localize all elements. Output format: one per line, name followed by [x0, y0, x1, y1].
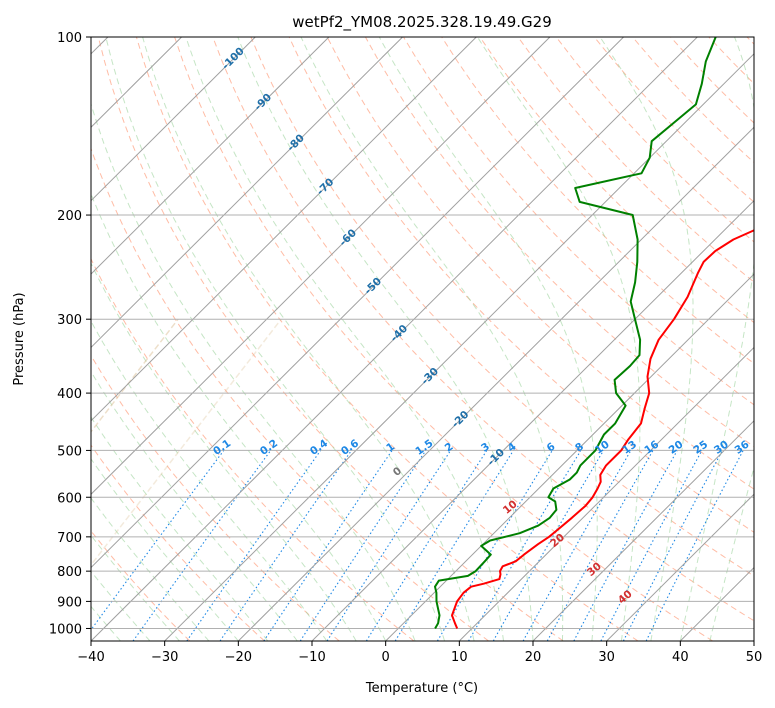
isotherm-line	[532, 420, 754, 641]
ice-curve	[91, 318, 179, 433]
dry-adiabat	[91, 354, 340, 641]
mixing-ratio-line	[186, 450, 322, 641]
isotherm-line	[311, 199, 754, 641]
y-tick-label: 200	[57, 209, 82, 224]
isotherm-line	[237, 126, 754, 641]
moist-adiabat	[91, 192, 387, 641]
moist-adiabat	[378, 37, 598, 641]
moist-adiabat	[91, 320, 328, 641]
moist-adiabat	[91, 370, 298, 641]
moist-adiabat	[105, 37, 446, 641]
x-axis-ticks: −40 −30 −20 −10 0 10 20 30 40 50	[77, 641, 762, 665]
x-tick-label: 30	[598, 650, 615, 665]
moist-adiabat	[300, 37, 564, 641]
isotherm-line	[91, 37, 624, 569]
mixing-ratio-line	[645, 450, 744, 641]
isotherm-line	[91, 37, 330, 275]
isotherm-line	[91, 37, 551, 495]
y-tick-label: 100	[57, 31, 82, 46]
chart-title: wetPf2_YM08.2025.328.19.49.G29	[292, 13, 551, 32]
mixing-ratio-line	[546, 450, 654, 641]
moist-adiabat	[679, 37, 754, 641]
x-tick-label: −30	[151, 650, 178, 665]
dry-adiabat	[97, 37, 564, 641]
isotherm-line	[458, 346, 754, 641]
x-axis-label: Temperature (°C)	[365, 681, 478, 696]
dry-adiabat	[91, 444, 265, 641]
mixing-ratio-line	[394, 450, 514, 641]
x-tick-label: 0	[382, 650, 390, 665]
moist-adiabat	[599, 37, 694, 641]
x-tick-label: 50	[746, 650, 763, 665]
dry-adiabat	[212, 37, 754, 622]
x-tick-label: −20	[225, 650, 252, 665]
y-tick-label: 400	[57, 387, 82, 402]
moist-adiabat	[142, 37, 475, 641]
moist-adiabat	[91, 416, 269, 641]
mixing-ratio-line	[91, 450, 225, 631]
dry-adiabat	[288, 37, 754, 533]
x-tick-label: 10	[451, 650, 468, 665]
moist-adiabat	[91, 102, 416, 641]
moist-adiabat	[477, 37, 641, 641]
x-tick-label: 20	[525, 650, 542, 665]
y-tick-label: 300	[57, 313, 82, 328]
dry-adiabat	[326, 37, 754, 490]
y-tick-label: 700	[57, 531, 82, 546]
dry-adiabat	[91, 257, 415, 641]
moist-adiabat	[709, 465, 754, 641]
x-tick-label: −40	[77, 650, 104, 665]
x-tick-label: 40	[672, 650, 689, 665]
moist-adiabat	[91, 458, 239, 641]
mixing-ratio-line	[326, 450, 452, 641]
dry-adiabat	[250, 37, 754, 577]
mixing-ratio-line	[573, 450, 678, 641]
moist-adiabat	[91, 497, 210, 641]
dry-adiabat	[517, 37, 754, 283]
isotherm-line	[91, 37, 698, 641]
y-tick-label: 800	[57, 565, 82, 580]
mixing-ratio-line	[299, 450, 427, 641]
dewpoint-line	[434, 37, 717, 629]
x-tick-label: −10	[298, 650, 325, 665]
moist-adiabat	[237, 37, 534, 641]
mixing-ratio-line	[219, 450, 352, 641]
y-tick-label: 500	[57, 444, 82, 459]
moist-adiabat	[185, 37, 504, 641]
gridlines	[91, 37, 754, 641]
background-lines	[91, 37, 754, 641]
dry-adiabat	[135, 37, 639, 641]
series-lines	[434, 37, 754, 629]
y-tick-label: 600	[57, 491, 82, 506]
plot-frame	[90, 36, 755, 642]
ice-curve	[91, 318, 282, 567]
moist-adiabat	[91, 534, 180, 641]
mixing-ratio-line	[132, 450, 272, 641]
isotherm-line	[385, 273, 754, 641]
moist-adiabat	[91, 262, 357, 641]
isotherm-line	[91, 37, 403, 349]
isotherm-line	[91, 37, 256, 202]
mixing-ratio-line	[522, 450, 632, 641]
isotherm-line	[91, 37, 477, 422]
isotherm-line	[606, 493, 754, 641]
y-tick-label: 1000	[49, 622, 82, 637]
isotherm-line	[164, 53, 754, 641]
y-tick-label: 900	[57, 595, 82, 610]
dry-adiabat	[174, 37, 713, 641]
temperature-line	[451, 229, 754, 629]
y-axis-ticks: 100 200 300 400 500 600 700 800 900 1000	[49, 31, 91, 637]
y-axis-label: Pressure (hPa)	[12, 292, 27, 385]
mixing-ratio-line	[263, 450, 393, 641]
